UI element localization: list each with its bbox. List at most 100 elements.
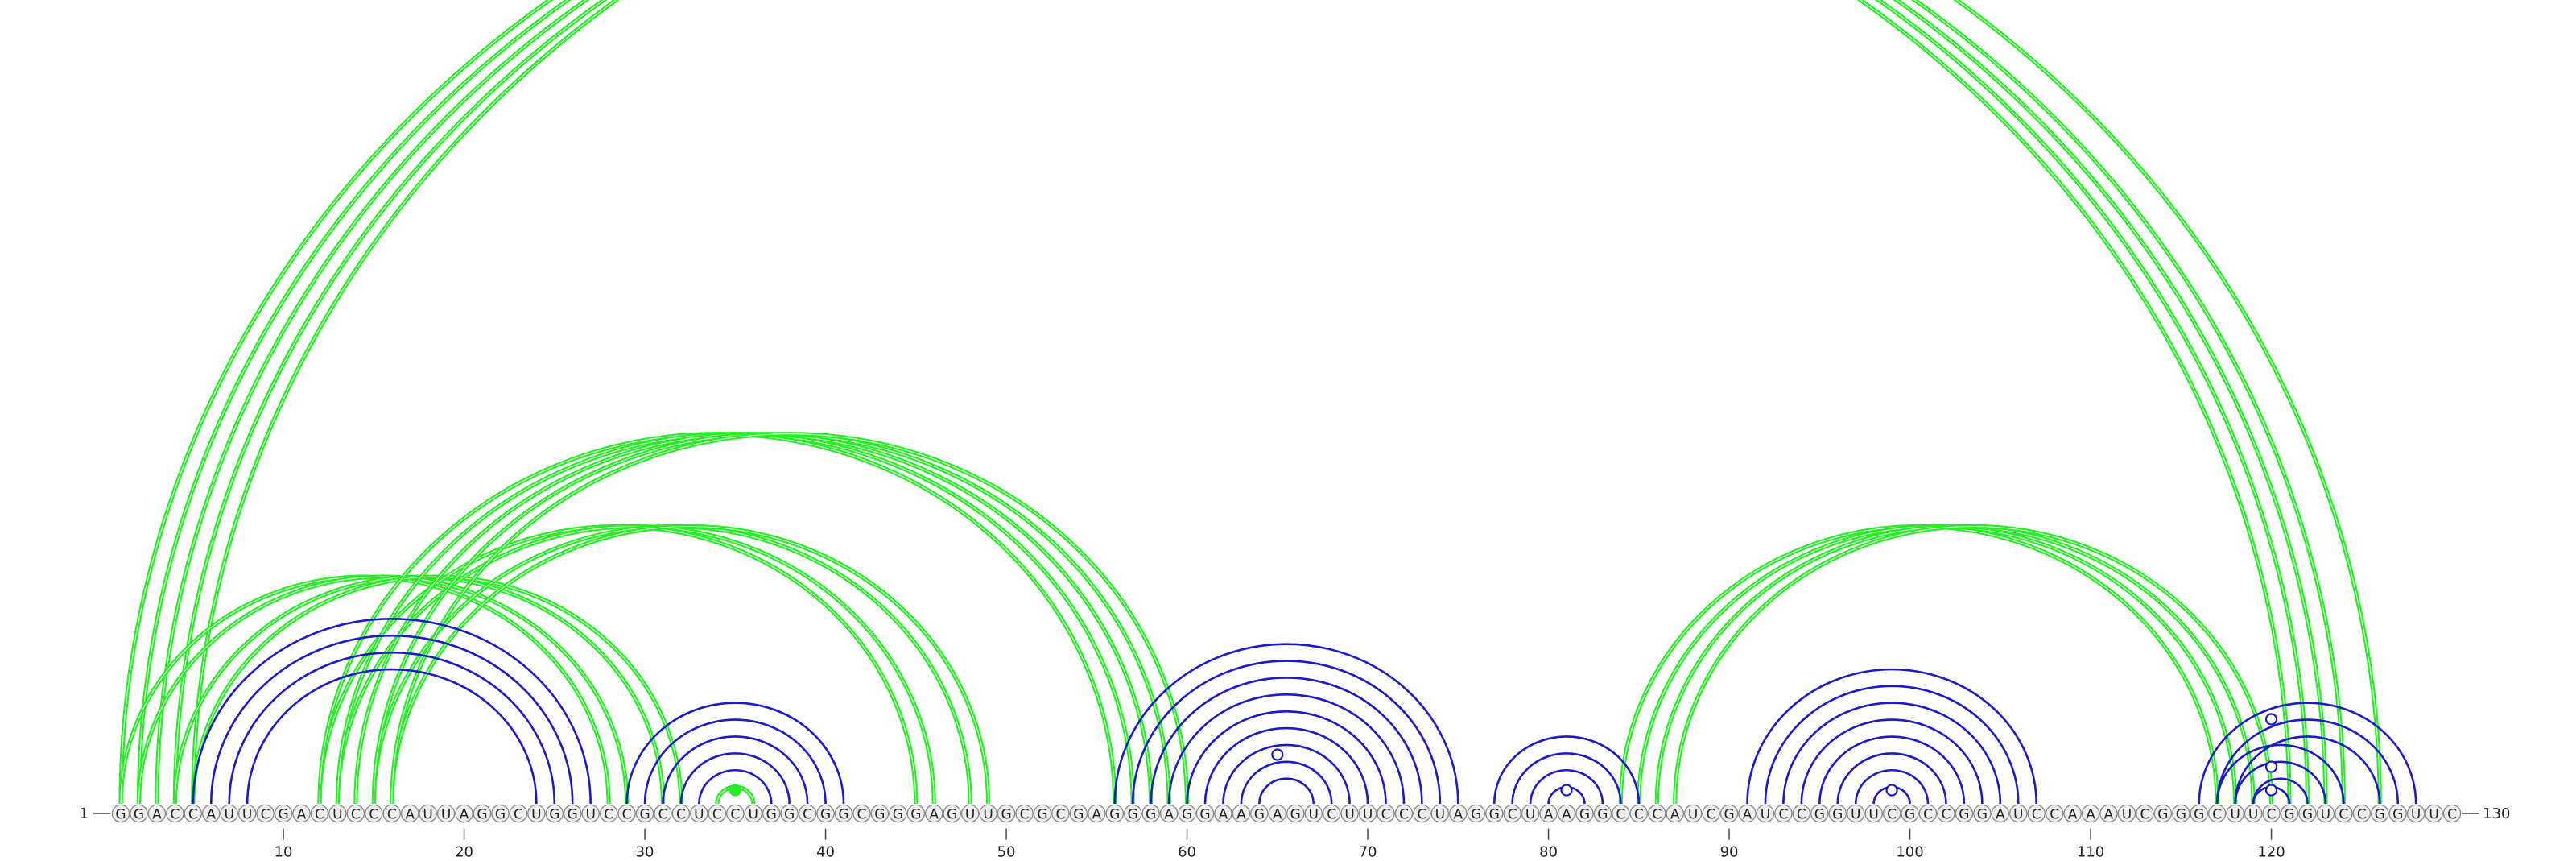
nucleotide-14: C xyxy=(346,804,365,823)
nucleotide-48: U xyxy=(960,804,980,823)
nucleotide-18: U xyxy=(419,804,437,823)
green-arc-core-14-58 xyxy=(355,433,1152,805)
nucleotide-4: C xyxy=(166,804,184,823)
nucleotide-circle-94 xyxy=(1792,804,1811,823)
nucleotide-circle-32 xyxy=(671,804,691,823)
nucleotide-108: C xyxy=(2045,804,2064,823)
nucleotide-circle-98 xyxy=(1864,804,1883,823)
nucleotide-circle-64 xyxy=(1250,804,1269,823)
nucleotide-letter-115: G xyxy=(2176,807,2186,823)
nucleotide-letter-70: U xyxy=(1363,807,1373,823)
nucleotide-letter-61: G xyxy=(1199,807,1210,823)
nucleotide-letter-73: C xyxy=(1417,807,1426,823)
nucleotide-circle-62 xyxy=(1214,804,1232,823)
nucleotide-letter-58: G xyxy=(1146,807,1156,823)
nucleotide-3: A xyxy=(147,804,167,823)
nucleotide-circle-1 xyxy=(111,804,130,823)
nucleotide-letter-72: C xyxy=(1399,807,1409,823)
nucleotide-83: G xyxy=(1593,804,1612,823)
blue-arc-117-124 xyxy=(2215,743,2345,805)
nucleotide-circle-120 xyxy=(2262,804,2281,823)
nucleotide-circle-96 xyxy=(1828,804,1847,823)
nucleotide-letter-8: U xyxy=(242,807,252,823)
nucleotide-letter-79: U xyxy=(1525,807,1535,823)
nucleotide-16: C xyxy=(382,804,401,823)
nucleotide-circle-97 xyxy=(1846,804,1865,823)
nucleotide-114: G xyxy=(2153,804,2173,823)
nucleotide-letter-20: A xyxy=(460,807,469,823)
nucleotide-letter-63: A xyxy=(1236,807,1246,823)
nucleotide-letter-56: G xyxy=(1109,807,1120,823)
nucleotide-circle-51 xyxy=(1015,804,1034,823)
nucleotide-letter-45: G xyxy=(910,807,921,823)
nucleotide-8: U xyxy=(237,804,257,823)
nucleotide-circle-78 xyxy=(1503,804,1521,823)
nucleotide-20: A xyxy=(455,804,473,823)
nucleotide-circle-47 xyxy=(943,804,961,823)
nucleotide-letter-37: G xyxy=(766,807,777,823)
nucleotide-35: C xyxy=(726,804,745,823)
nucleotide-circle-116 xyxy=(2190,804,2208,823)
nucleotide-53: C xyxy=(1051,804,1070,823)
nucleotide-letter-89: C xyxy=(1707,807,1716,823)
nucleotide-letter-130: C xyxy=(2447,807,2457,823)
nucleotide-letter-108: C xyxy=(2050,807,2059,823)
nucleotide-106: U xyxy=(2008,804,2028,823)
nucleotide-letter-62: A xyxy=(1219,807,1228,823)
green-arc-core-85-118 xyxy=(1638,526,2236,805)
nucleotide-circle-4 xyxy=(166,804,184,823)
nucleotide-circle-101 xyxy=(1918,804,1938,823)
nucleotide-circle-114 xyxy=(2153,804,2173,823)
nucleotide-letter-98: U xyxy=(1868,807,1878,823)
blue-arc-78-84 xyxy=(1511,752,1622,805)
nucleotide-79: U xyxy=(1521,804,1540,823)
nucleotide-circle-80 xyxy=(1539,804,1558,823)
nucleotide-52: G xyxy=(1033,804,1052,823)
nucleotide-111: A xyxy=(2099,804,2118,823)
nucleotide-84: C xyxy=(1612,804,1630,823)
nucleotide-circle-65 xyxy=(1268,804,1287,823)
nucleotide-letter-52: G xyxy=(1037,807,1047,823)
nucleotide-67: U xyxy=(1304,804,1323,823)
nucleotide-circle-118 xyxy=(2226,804,2244,823)
blue-arc-61-70 xyxy=(1203,726,1369,805)
nucleotide-letter-100: G xyxy=(1905,807,1915,823)
nucleotide-letter-34: C xyxy=(712,807,722,823)
pair-marker-120-0 xyxy=(2264,784,2278,797)
green-arc-core-16-49 xyxy=(391,526,989,805)
nucleotide-letter-122: G xyxy=(2302,807,2313,823)
blue-arc-57-74 xyxy=(1131,660,1442,805)
nucleotide-123: U xyxy=(2316,804,2335,823)
green-arc-core-13-57 xyxy=(336,433,1133,805)
tick-label-10: 10 xyxy=(275,844,293,857)
start-label: 1 xyxy=(80,805,89,822)
nucleotide-letter-40: G xyxy=(820,807,831,823)
nucleotide-circle-46 xyxy=(925,804,943,823)
nucleotide-circle-48 xyxy=(960,804,980,823)
nucleotide-37: G xyxy=(762,804,781,823)
nucleotide-letter-39: C xyxy=(803,807,812,823)
nucleotide-127: G xyxy=(2388,804,2407,823)
blue-arc-59-72 xyxy=(1167,693,1406,805)
nucleotide-letter-121: G xyxy=(2284,807,2294,823)
nucleotide-1: G xyxy=(111,804,130,823)
nucleotide-circle-123 xyxy=(2316,804,2335,823)
nucleotide-103: G xyxy=(1955,804,1974,823)
blue-arc-79-83 xyxy=(1529,768,1604,805)
nucleotide-59: A xyxy=(1159,804,1179,823)
nucleotide-circle-41 xyxy=(834,804,853,823)
nucleotide-letter-94: C xyxy=(1797,807,1806,823)
nucleotide-letter-99: C xyxy=(1887,807,1897,823)
nucleotide-letter-77: G xyxy=(1489,807,1500,823)
tick-label-120: 120 xyxy=(2257,844,2285,857)
tick-label-100: 100 xyxy=(1896,844,1923,857)
nucleotide-circle-93 xyxy=(1774,804,1793,823)
nucleotide-letter-35: C xyxy=(730,807,740,823)
nucleotide-128: U xyxy=(2406,804,2425,823)
blue-arc-62-69 xyxy=(1222,743,1351,805)
nucleotide-5: C xyxy=(184,804,203,823)
pair-markers-layer xyxy=(729,713,2278,797)
nucleotide-letter-78: C xyxy=(1508,807,1517,823)
nucleotide-letter-88: U xyxy=(1688,807,1698,823)
